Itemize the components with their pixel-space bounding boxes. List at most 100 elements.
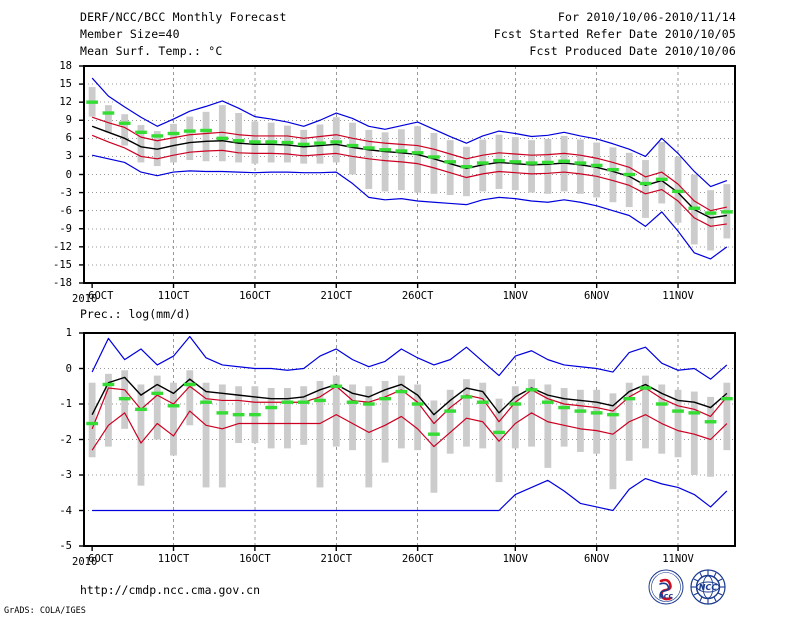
spread-bar [104, 373, 112, 447]
spread-bar [723, 382, 731, 451]
spread-bar [88, 382, 96, 458]
spread-bar [658, 384, 666, 454]
spread-bar [479, 382, 487, 449]
precipitation-panel-title: Prec.: log(mm/d) [80, 307, 191, 321]
ytick-label-1--4: -4 [59, 504, 72, 517]
ytick-label-0--12: -12 [53, 240, 72, 253]
ytick-label-1--2: -2 [59, 433, 72, 446]
svg-text:NCC: NCC [699, 583, 718, 592]
spread-bar [690, 391, 698, 475]
spread-bar [202, 111, 210, 162]
spread-bar [104, 105, 112, 133]
bcc-logo: BCC [648, 569, 684, 605]
ytick-label-0-3: 3 [65, 150, 72, 163]
ytick-label-0-15: 15 [59, 78, 72, 91]
spread-bar [707, 396, 715, 477]
spread-bar [267, 388, 275, 449]
spread-bar [381, 380, 389, 463]
xtick-label-1-4: 26OCT [401, 553, 434, 565]
spread-bar [463, 146, 470, 197]
spread-bar [349, 122, 356, 175]
series-max [91, 77, 728, 188]
ytick-label-0--6: -6 [59, 204, 72, 217]
spread-bar [511, 386, 519, 449]
temperature-xaxis-year: 2010 [72, 293, 98, 305]
spread-bar [235, 113, 243, 163]
series-q3 [91, 385, 728, 430]
xtick-label-0-0: 6OCT [88, 290, 114, 302]
series-mean [91, 376, 728, 416]
spread-bar [463, 379, 470, 447]
spread-bar [560, 388, 568, 447]
spread-bar [609, 147, 617, 203]
xtick-label-1-2: 16OCT [239, 553, 271, 565]
spread-bar [284, 388, 291, 449]
series-mean [91, 125, 727, 219]
xtick-label-0-3: 21OCT [320, 290, 353, 302]
spread-bar [593, 142, 601, 198]
spread-bar [332, 375, 340, 447]
spread-bar [528, 140, 535, 193]
spread-bar [609, 393, 617, 490]
spread-bar [430, 132, 438, 194]
series-q1 [91, 134, 727, 227]
svg-text:BCC: BCC [659, 593, 674, 601]
xtick-label-1-3: 21OCT [320, 553, 353, 565]
ytick-label-0--3: -3 [59, 186, 72, 199]
forecast-period-label: For 2010/10/06-2010/11/14 [557, 10, 736, 24]
ytick-label-0-0: 0 [65, 168, 72, 181]
spread-bar [186, 370, 194, 426]
page-title: DERF/NCC/BCC Monthly Forecast [80, 10, 287, 24]
ytick-label-1-1: 1 [65, 327, 72, 339]
ytick-label-0--15: -15 [53, 258, 72, 271]
xtick-label-0-5: 1NOV [502, 290, 528, 302]
forecast-produced-date-label: Fcst Produced Date 2010/10/06 [529, 44, 736, 58]
ytick-label-0-18: 18 [59, 60, 72, 72]
spread-bar [707, 190, 715, 251]
spread-bar [316, 380, 324, 488]
grads-credit: GrADS: COLA/IGES [4, 606, 86, 616]
spread-bar [349, 384, 356, 451]
spread-bar [332, 117, 340, 163]
spread-bar [300, 386, 308, 445]
spread-bar [414, 126, 422, 193]
member-size-label: Member Size=40 [80, 27, 180, 41]
series-min [92, 477, 728, 512]
spread-bar [153, 375, 161, 440]
spread-bar [446, 389, 454, 454]
spread-bar [593, 389, 601, 454]
footer-url[interactable]: http://cmdp.ncc.cma.gov.cn [80, 583, 261, 597]
spread-bar [121, 114, 129, 146]
xtick-label-0-1: 11OCT [157, 290, 190, 302]
spread-bar [544, 384, 552, 468]
xtick-label-0-2: 16OCT [239, 290, 271, 302]
ytick-label-0-9: 9 [65, 114, 72, 127]
xtick-label-1-5: 1NOV [502, 553, 528, 565]
ytick-label-1--5: -5 [59, 540, 72, 552]
ytick-label-1--3: -3 [59, 469, 72, 481]
spread-bar [397, 375, 405, 449]
xtick-label-0-7: 11NOV [662, 290, 694, 302]
spread-bar [137, 384, 145, 486]
spread-bar [218, 384, 226, 488]
xtick-label-0-4: 26OCT [401, 290, 434, 302]
ytick-label-1-0: 0 [65, 362, 72, 375]
xtick-label-1-7: 11NOV [662, 553, 694, 565]
forecast-start-date-label: Fcst Started Refer Date 2010/10/05 [493, 27, 736, 41]
spread-bar [414, 384, 422, 451]
spread-bar [625, 152, 633, 208]
xtick-label-1-6: 6NOV [584, 553, 610, 565]
spread-bar [446, 140, 454, 195]
xtick-label-1-0: 6OCT [88, 553, 114, 565]
spread-bar [544, 138, 552, 194]
spread-bar [170, 123, 177, 163]
spread-bar [186, 116, 194, 161]
spread-bar [674, 389, 682, 458]
spread-bar [170, 382, 177, 456]
spread-bar [381, 132, 389, 192]
series-q1 [91, 410, 728, 451]
xtick-label-1-1: 11OCT [157, 553, 190, 565]
spread-bar [218, 105, 226, 162]
